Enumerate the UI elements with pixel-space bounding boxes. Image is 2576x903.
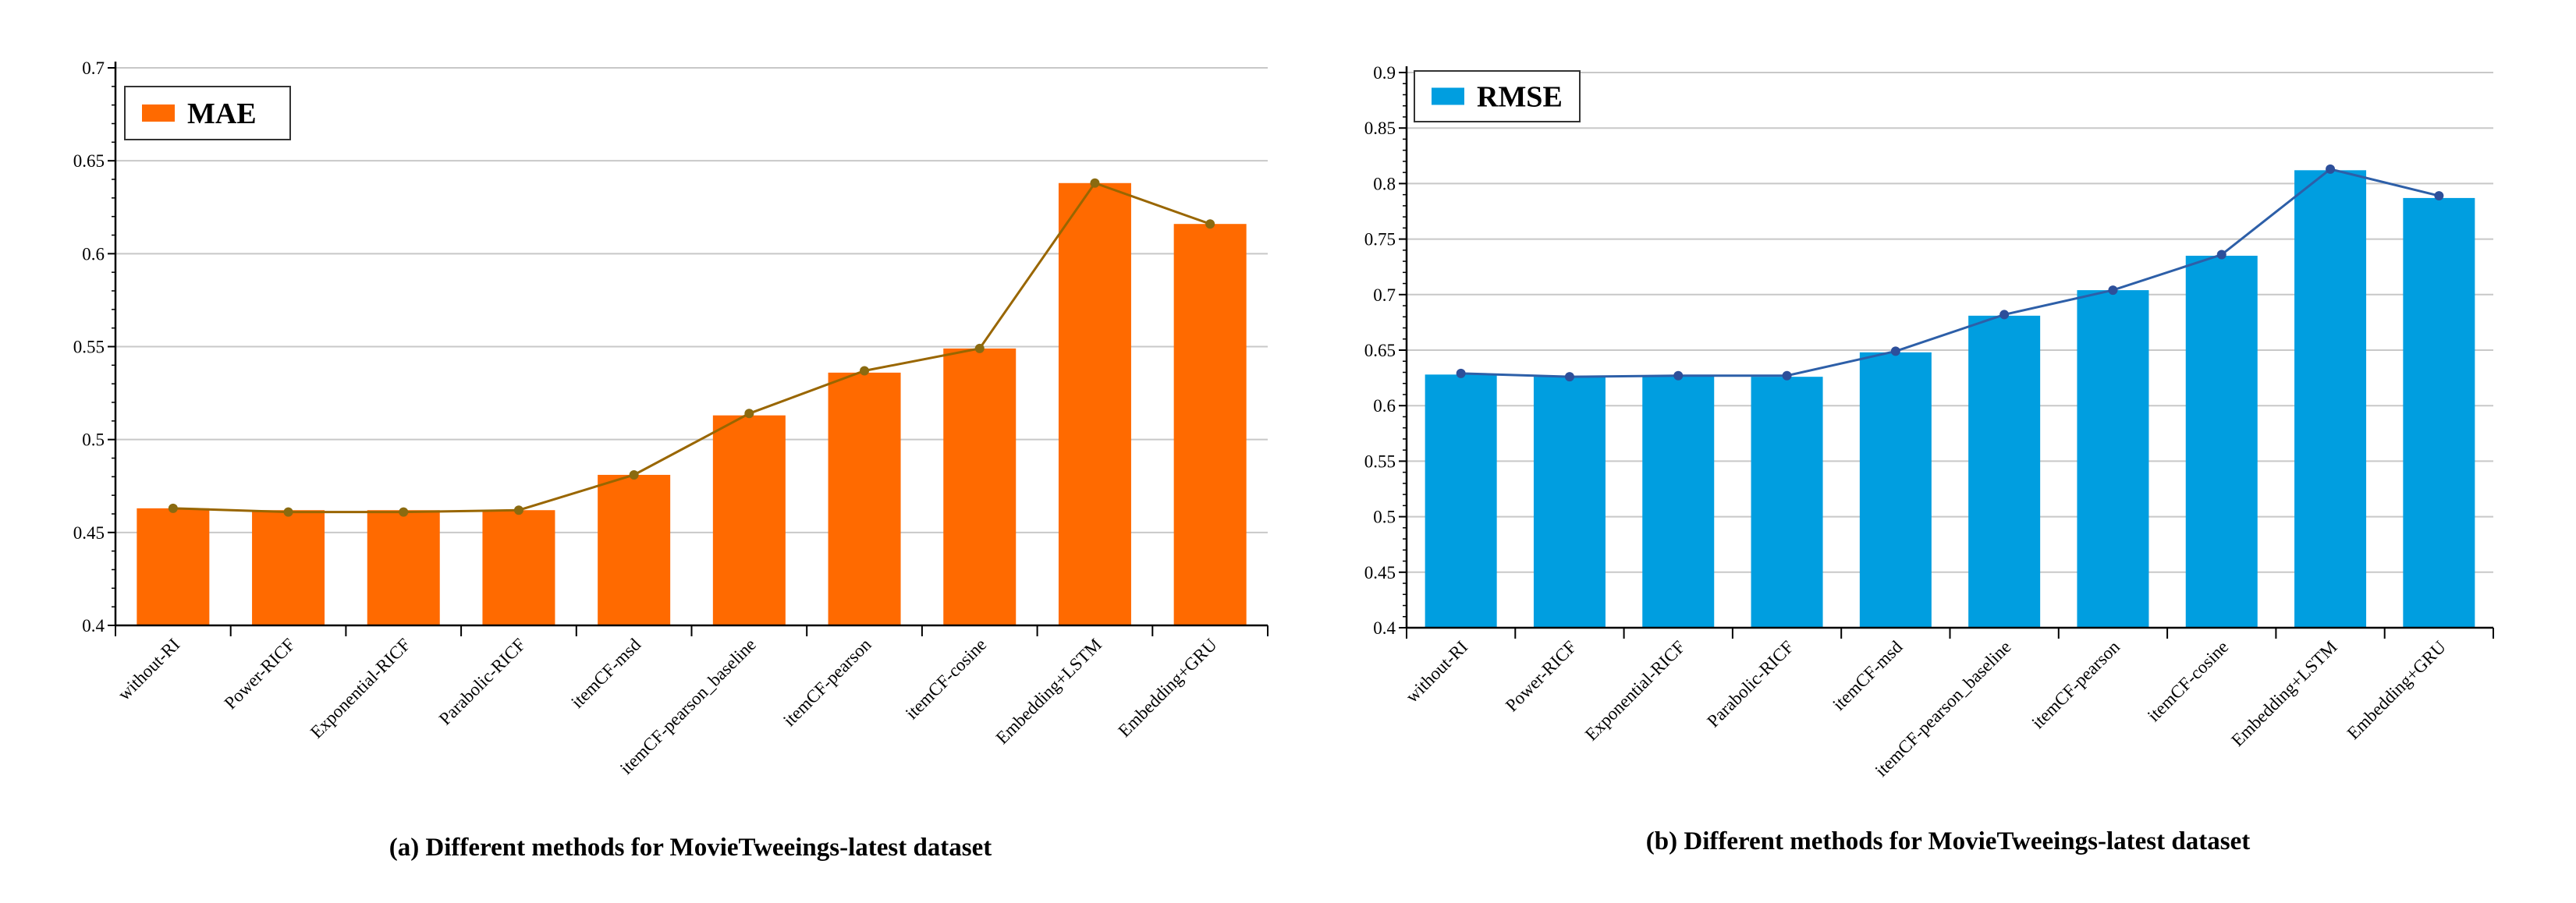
legend-label: RMSE	[1477, 81, 1563, 114]
y-tick-label: 0.45	[1364, 563, 1396, 583]
line-marker	[2434, 191, 2444, 201]
bar	[252, 510, 325, 625]
x-category-label: itemCF-pearson	[779, 635, 875, 731]
chart-caption: (a) Different methods for MovieTweeings-…	[389, 834, 992, 862]
y-tick-label: 0.7	[82, 58, 105, 78]
x-category-label: itemCF-cosine	[2144, 637, 2232, 725]
x-category-label: itemCF-msd	[567, 635, 644, 712]
legend-swatch	[142, 104, 175, 122]
bar	[1751, 377, 1823, 628]
bar	[828, 372, 901, 625]
line-marker	[513, 505, 523, 515]
bar	[2185, 255, 2258, 628]
x-category-label: Embedding+GRU	[1115, 635, 1221, 741]
y-tick-label: 0.8	[1373, 174, 1396, 193]
x-category-label: Embedding+LSTM	[2227, 637, 2340, 750]
line-marker	[2108, 285, 2118, 296]
y-tick-label: 0.55	[73, 338, 105, 357]
bar	[2077, 290, 2149, 628]
y-tick-label: 0.4	[82, 616, 105, 636]
bar	[482, 510, 555, 625]
bar	[1425, 374, 1497, 628]
bar	[367, 510, 440, 625]
y-tick-label: 0.6	[82, 244, 105, 264]
line-marker	[1673, 370, 1684, 381]
line-marker	[1890, 346, 1900, 356]
x-category-label: Embedding+GRU	[2344, 637, 2450, 743]
x-category-label: without-RI	[114, 635, 183, 704]
bar	[943, 348, 1017, 625]
line-marker	[860, 366, 870, 376]
y-tick-label: 0.85	[1364, 119, 1396, 138]
x-category-label: Power-RICF	[1502, 637, 1580, 715]
x-category-label: itemCF-pearson	[2028, 637, 2124, 733]
legend-label: MAE	[187, 97, 257, 130]
bar	[598, 474, 671, 625]
x-category-label: itemCF-msd	[1829, 637, 1906, 714]
bar	[1058, 182, 1131, 625]
line-marker	[1205, 219, 1215, 229]
y-tick-label: 0.75	[1364, 230, 1396, 250]
series-line	[1460, 168, 2439, 378]
line-marker	[399, 507, 409, 517]
line-marker	[2216, 250, 2227, 260]
x-category-label: Parabolic-RICF	[435, 635, 530, 729]
y-tick-label: 0.6	[1373, 396, 1396, 416]
y-tick-label: 0.55	[1364, 452, 1396, 471]
y-tick-label: 0.65	[1364, 341, 1396, 360]
line-marker	[2326, 164, 2336, 174]
series-line	[172, 181, 1211, 514]
legend-swatch	[1432, 87, 1464, 105]
bar	[137, 508, 210, 625]
rmse-chart: 0.4 0.45 0.5 0.55 0.6 0.65 0.7 0.75 0.8 0.85 0.9 wi…	[1364, 63, 2494, 855]
y-tick-label: 0.7	[1373, 285, 1396, 305]
line-marker	[629, 469, 639, 480]
bar	[1533, 377, 1606, 628]
line-marker	[744, 409, 754, 419]
x-category-label: without-RI	[1402, 637, 1471, 706]
bar	[2294, 170, 2367, 628]
x-category-label: itemCF-cosine	[902, 635, 990, 723]
line-marker	[1456, 368, 1466, 378]
line-marker	[1999, 310, 2010, 320]
line-marker	[974, 343, 985, 353]
bar	[1173, 224, 1247, 625]
mae-chart: 0.4 0.45 0.5 0.55 0.6 0.65 0.7 without-RI Power-…	[73, 58, 1268, 862]
line-marker	[283, 507, 293, 517]
y-tick-label: 0.5	[1373, 508, 1396, 527]
bar	[1859, 352, 1932, 628]
line-marker	[1782, 370, 1792, 381]
x-category-label: Embedding+LSTM	[992, 635, 1105, 748]
x-category-label: Exponential-RICF	[1581, 637, 1689, 745]
x-category-label: itemCF-pearson_baseline	[616, 635, 760, 778]
y-tick-label: 0.5	[82, 430, 105, 450]
bar	[1642, 375, 1715, 628]
y-tick-label: 0.45	[73, 523, 105, 543]
chart-caption: (b) Different methods for MovieTweeings-…	[1646, 827, 2250, 855]
bar	[2403, 197, 2475, 629]
bar	[712, 415, 786, 625]
bar	[1968, 315, 2041, 628]
line-marker	[1564, 372, 1574, 382]
x-category-label: Exponential-RICF	[307, 635, 414, 742]
x-category-label: Parabolic-RICF	[1703, 637, 1797, 731]
x-category-label: Power-RICF	[221, 635, 299, 713]
line-marker	[168, 503, 178, 513]
y-tick-label: 0.65	[73, 151, 105, 171]
y-tick-label: 0.9	[1373, 63, 1396, 83]
line-marker	[1090, 178, 1100, 188]
y-tick-label: 0.4	[1373, 618, 1396, 638]
